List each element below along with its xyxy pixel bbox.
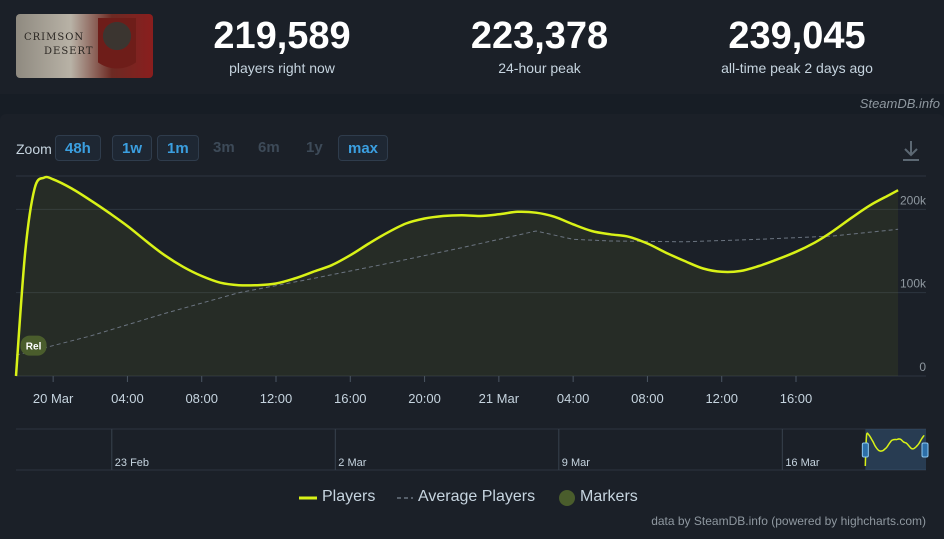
zoom-3m-button: 3m — [213, 139, 235, 156]
game-character-figure — [98, 18, 136, 78]
legend-players-swatch — [299, 496, 317, 500]
x-tick-label: 20 Mar — [33, 391, 74, 406]
legend-average-players[interactable]: Average Players — [418, 488, 536, 505]
x-tick-label: 04:00 — [557, 391, 590, 406]
stat-value: 219,589 — [213, 15, 351, 57]
navigator-players-line — [864, 432, 925, 467]
chart-area — [16, 176, 899, 376]
chart-grid — [16, 175, 926, 377]
stat-value: 239,045 — [728, 15, 866, 57]
steamdb-source-link[interactable]: SteamDB.info — [859, 96, 940, 111]
stat-label: players right now — [229, 60, 335, 76]
zoom-1w-button[interactable]: 1w — [112, 135, 153, 161]
chart-navigator[interactable]: 23 Feb 2 Mar 9 Mar 16 Mar — [16, 428, 929, 471]
navigator-label: 9 Mar — [562, 457, 590, 469]
x-tick-label: 04:00 — [111, 391, 144, 406]
zoom-1y-button: 1y — [306, 139, 323, 156]
legend-markers-swatch — [559, 490, 575, 506]
zoom-48h-button[interactable]: 48h — [55, 135, 101, 161]
x-tick-label: 08:00 — [185, 391, 218, 406]
stat-24h-peak: 223,378 24-hour peak — [452, 14, 627, 76]
navigator-label: 23 Feb — [115, 457, 149, 469]
zoom-max-button[interactable]: max — [338, 135, 389, 161]
download-icon[interactable] — [900, 139, 922, 163]
legend-markers[interactable]: Markers — [580, 488, 638, 505]
game-header-image[interactable]: CRIMSON DESERT — [16, 14, 153, 78]
series-players-line — [14, 175, 899, 377]
navigator-selection[interactable] — [865, 429, 926, 470]
zoom-6m-button: 6m — [258, 139, 280, 156]
y-tick-label: 0 — [919, 360, 926, 374]
x-tick-label: 12:00 — [260, 391, 293, 406]
marker-badge[interactable] — [20, 335, 47, 356]
x-tick-label: 12:00 — [705, 391, 738, 406]
navigator-handle-right[interactable] — [921, 442, 929, 458]
chart-axes: 0 100k 200k 20 Mar 04:00 08:00 12:00 16:00 20:00… — [33, 193, 927, 406]
stat-all-time-peak: 239,045 all-time peak 2 days ago — [697, 14, 897, 76]
chart-series — [14, 175, 899, 377]
game-image-title-line-2: DESERT — [44, 46, 94, 57]
stats-header — [0, 0, 944, 94]
stat-label: 24-hour peak — [498, 60, 581, 76]
navigator-label: 2 Mar — [338, 457, 366, 469]
legend-average-swatch — [397, 497, 413, 499]
chart-markers[interactable]: Rel — [20, 335, 47, 356]
x-tick-label: 16:00 — [334, 391, 367, 406]
marker-label[interactable]: Rel — [26, 342, 42, 353]
stat-value: 223,378 — [470, 15, 609, 57]
navigator-handle-left[interactable] — [861, 442, 869, 458]
zoom-label: Zoom — [16, 141, 52, 157]
stat-players-now: 219,589 players right now — [202, 14, 362, 76]
legend-players[interactable]: Players — [322, 488, 376, 505]
chart-panel — [0, 114, 944, 539]
players-area-fill — [16, 176, 899, 376]
chart-credit[interactable]: data by SteamDB.info (powered by highcha… — [651, 514, 926, 528]
zoom-1m-button[interactable]: 1m — [157, 135, 199, 161]
x-tick-label: 16:00 — [780, 391, 813, 406]
x-tick-label: 20:00 — [408, 391, 441, 406]
game-image-title-line-1: CRIMSON — [24, 32, 85, 43]
y-tick-label: 100k — [900, 277, 927, 291]
x-tick-label: 08:00 — [631, 391, 664, 406]
navigator-label: 16 Mar — [785, 457, 820, 469]
stat-label: all-time peak 2 days ago — [721, 60, 873, 76]
y-tick-label: 200k — [900, 193, 927, 207]
x-tick-label: 21 Mar — [479, 391, 520, 406]
